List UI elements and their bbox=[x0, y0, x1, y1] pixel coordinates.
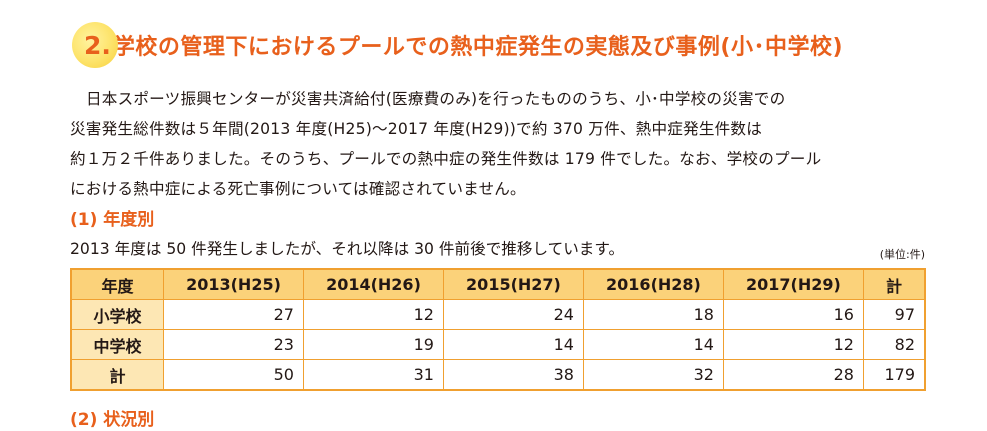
header-cell: 計 bbox=[862, 268, 926, 300]
table-cell: 50 bbox=[163, 359, 304, 391]
header-cell: 2015(H27) bbox=[442, 268, 584, 300]
intro-paragraph: 日本スポーツ振興センターが災害共済給付(医療費のみ)を行ったもののうち、小･中学… bbox=[70, 84, 930, 204]
table-cell: 14 bbox=[582, 329, 724, 360]
unit-label: (単位:件) bbox=[879, 248, 925, 261]
subsection-title-by-year: (1) 年度別 bbox=[70, 210, 155, 230]
section-number: 2. bbox=[84, 30, 111, 60]
number-badge bbox=[72, 22, 118, 68]
table-row: 小学校 27 12 24 18 16 97 bbox=[70, 299, 926, 330]
table-cell: 27 bbox=[163, 299, 304, 330]
table-cell: 14 bbox=[442, 329, 584, 360]
table-cell: 38 bbox=[442, 359, 584, 391]
table-header-row: 年度 2013(H25) 2014(H26) 2015(H27) 2016(H2… bbox=[70, 268, 926, 300]
table-cell: 97 bbox=[862, 299, 926, 330]
table-cell: 24 bbox=[442, 299, 584, 330]
row-label: 計 bbox=[70, 359, 164, 391]
paragraph-line: 日本スポーツ振興センターが災害共済給付(医療費のみ)を行ったもののうち、小･中学… bbox=[86, 90, 786, 108]
header-cell: 年度 bbox=[70, 268, 164, 300]
yearly-cases-table: 年度 2013(H25) 2014(H26) 2015(H27) 2016(H2… bbox=[70, 268, 926, 391]
table-row: 計 50 31 38 32 28 179 bbox=[70, 359, 926, 391]
header-cell: 2013(H25) bbox=[163, 268, 304, 300]
table-cell: 82 bbox=[862, 329, 926, 360]
table-cell: 12 bbox=[722, 329, 864, 360]
table-cell: 19 bbox=[302, 329, 444, 360]
table-cell: 179 bbox=[862, 359, 926, 391]
section-title: 学校の管理下におけるプールでの熱中症発生の実態及び事例(小･中学校) bbox=[112, 35, 844, 60]
header-cell: 2014(H26) bbox=[302, 268, 444, 300]
paragraph-line: における熱中症による死亡事例については確認されていません。 bbox=[70, 180, 526, 198]
row-label: 中学校 bbox=[70, 329, 164, 360]
section-heading: 2. 学校の管理下におけるプールでの熱中症発生の実態及び事例(小･中学校) bbox=[72, 20, 843, 70]
table-cell: 32 bbox=[582, 359, 724, 391]
row-label: 小学校 bbox=[70, 299, 164, 330]
table-cell: 31 bbox=[302, 359, 444, 391]
subsection-note: 2013 年度は 50 件発生しましたが、それ以降は 30 件前後で推移していま… bbox=[70, 240, 625, 258]
subsection-title-by-situation: (2) 状況別 bbox=[70, 410, 155, 430]
paragraph-line: 災害発生総件数は５年間(2013 年度(H25)～2017 年度(H29))で約… bbox=[70, 120, 763, 138]
table-cell: 28 bbox=[722, 359, 864, 391]
header-cell: 2016(H28) bbox=[582, 268, 724, 300]
table-cell: 16 bbox=[722, 299, 864, 330]
table-cell: 23 bbox=[163, 329, 304, 360]
table-cell: 12 bbox=[302, 299, 444, 330]
table-cell: 18 bbox=[582, 299, 724, 330]
header-cell: 2017(H29) bbox=[722, 268, 864, 300]
paragraph-line: 約１万２千件ありました。そのうち、プールでの熱中症の発生件数は 179 件でした… bbox=[70, 150, 822, 168]
table-row: 中学校 23 19 14 14 12 82 bbox=[70, 329, 926, 360]
